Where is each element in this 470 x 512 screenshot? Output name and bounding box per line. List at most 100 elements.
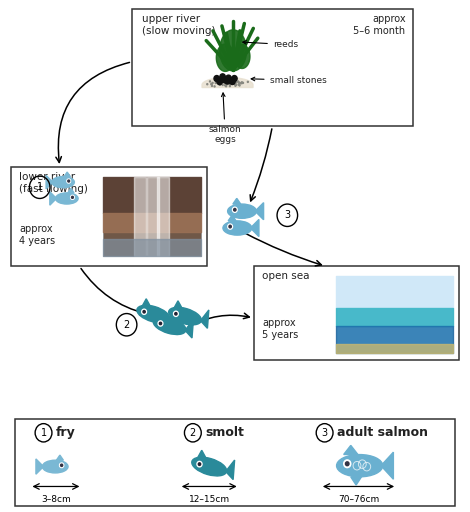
Polygon shape: [351, 477, 361, 485]
Circle shape: [68, 180, 70, 182]
Circle shape: [230, 82, 231, 83]
Circle shape: [239, 82, 240, 83]
Text: approx
4 years: approx 4 years: [19, 224, 55, 246]
Circle shape: [235, 85, 236, 86]
Circle shape: [236, 82, 237, 83]
Circle shape: [158, 321, 163, 326]
Circle shape: [239, 83, 240, 84]
Polygon shape: [50, 191, 56, 205]
Text: 1: 1: [40, 428, 47, 438]
Circle shape: [211, 83, 212, 84]
Circle shape: [344, 460, 351, 467]
Polygon shape: [216, 44, 234, 71]
Ellipse shape: [169, 307, 201, 325]
Ellipse shape: [223, 221, 252, 235]
Polygon shape: [219, 30, 247, 71]
Circle shape: [229, 86, 230, 87]
Circle shape: [207, 83, 208, 85]
Circle shape: [345, 462, 349, 466]
Polygon shape: [200, 310, 209, 328]
Circle shape: [173, 311, 178, 316]
Circle shape: [241, 82, 242, 84]
Text: 12–15cm: 12–15cm: [188, 495, 230, 504]
Ellipse shape: [137, 305, 170, 323]
Polygon shape: [228, 215, 236, 221]
Circle shape: [210, 81, 211, 82]
Polygon shape: [174, 301, 182, 308]
Circle shape: [225, 83, 226, 84]
Circle shape: [224, 81, 225, 83]
Circle shape: [175, 312, 177, 315]
Circle shape: [215, 82, 216, 83]
Text: upper river
(slow moving): upper river (slow moving): [142, 14, 216, 36]
Circle shape: [60, 463, 64, 467]
Circle shape: [229, 225, 231, 228]
Circle shape: [71, 196, 73, 198]
Ellipse shape: [55, 193, 78, 204]
Circle shape: [214, 86, 215, 87]
Circle shape: [235, 84, 237, 86]
Circle shape: [247, 81, 248, 82]
Circle shape: [142, 309, 147, 314]
Polygon shape: [344, 445, 358, 455]
Text: approx
5–6 month: approx 5–6 month: [353, 14, 406, 36]
Circle shape: [228, 224, 233, 229]
Circle shape: [234, 208, 236, 211]
Circle shape: [226, 85, 227, 86]
FancyBboxPatch shape: [254, 266, 459, 360]
FancyBboxPatch shape: [16, 419, 454, 505]
Polygon shape: [142, 299, 150, 306]
Circle shape: [233, 82, 234, 83]
Polygon shape: [234, 45, 250, 69]
Text: small stones: small stones: [251, 76, 326, 85]
Circle shape: [229, 84, 231, 86]
Circle shape: [225, 85, 226, 86]
Polygon shape: [185, 319, 194, 338]
Circle shape: [211, 83, 212, 84]
Polygon shape: [202, 77, 253, 88]
Polygon shape: [64, 172, 70, 177]
Circle shape: [220, 74, 226, 80]
Circle shape: [197, 461, 202, 467]
Circle shape: [225, 78, 230, 84]
Ellipse shape: [153, 317, 186, 334]
Circle shape: [222, 77, 227, 83]
Circle shape: [232, 76, 237, 81]
Text: reeds: reeds: [243, 40, 298, 49]
Circle shape: [233, 207, 237, 212]
Ellipse shape: [42, 460, 68, 473]
Circle shape: [226, 86, 227, 87]
Polygon shape: [46, 176, 53, 189]
Ellipse shape: [52, 177, 74, 188]
Circle shape: [239, 85, 240, 86]
Text: 3: 3: [284, 210, 290, 220]
Circle shape: [143, 311, 145, 313]
Polygon shape: [226, 460, 235, 480]
Circle shape: [226, 75, 231, 81]
Ellipse shape: [337, 455, 383, 477]
FancyBboxPatch shape: [132, 9, 413, 126]
Polygon shape: [255, 203, 264, 220]
Circle shape: [214, 76, 219, 81]
Circle shape: [238, 82, 239, 83]
Circle shape: [217, 79, 222, 85]
Text: 1: 1: [37, 182, 43, 192]
Circle shape: [238, 81, 239, 82]
Circle shape: [159, 322, 162, 325]
Polygon shape: [56, 455, 63, 460]
Circle shape: [230, 78, 235, 84]
Circle shape: [242, 82, 243, 83]
Polygon shape: [158, 310, 167, 318]
Circle shape: [238, 84, 239, 85]
Polygon shape: [197, 450, 206, 458]
Text: salmon
eggs: salmon eggs: [209, 93, 242, 144]
Polygon shape: [36, 459, 44, 474]
FancyBboxPatch shape: [103, 177, 201, 256]
Circle shape: [212, 82, 213, 83]
Text: 2: 2: [190, 428, 196, 438]
Text: 2: 2: [124, 320, 130, 330]
Circle shape: [67, 179, 70, 183]
Circle shape: [222, 84, 223, 86]
Circle shape: [219, 84, 220, 85]
Polygon shape: [169, 308, 177, 326]
